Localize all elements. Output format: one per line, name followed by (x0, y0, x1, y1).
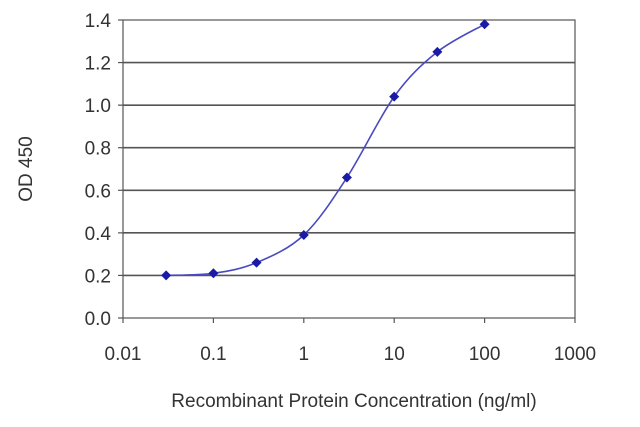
y-tick-label: 0.2 (85, 266, 111, 287)
data-point-2 (251, 257, 262, 268)
x-tick-label: 0.1 (200, 344, 226, 365)
data-point-1 (208, 268, 219, 279)
data-point-4 (341, 172, 352, 183)
y-tick-label: 0.6 (85, 181, 111, 202)
y-tick-label: 0.0 (85, 309, 111, 330)
data-point-7 (479, 19, 490, 30)
plot-area (122, 19, 576, 319)
data-points (161, 19, 490, 281)
y-tick-label: 0.8 (85, 139, 111, 160)
x-tick-label: 0.01 (105, 344, 142, 365)
y-tick-labels: 0.0 0.2 0.4 0.6 0.8 1.0 1.2 1.4 (85, 11, 112, 330)
data-point-0 (161, 270, 172, 281)
x-tick-label: 100 (469, 344, 501, 365)
x-tick-label: 10 (384, 344, 405, 365)
y-tick-label: 1.4 (85, 11, 112, 32)
x-axis-title: Recombinant Protein Concentration (ng/ml… (171, 391, 536, 412)
data-point-6 (432, 46, 443, 57)
y-tick-label: 0.4 (85, 224, 112, 245)
series-line (166, 23, 486, 277)
x-tick-label: 1 (299, 344, 310, 365)
data-point-3 (298, 229, 309, 240)
data-point-5 (389, 91, 400, 102)
y-tick-marks (118, 19, 123, 319)
y-tick-label: 1.2 (85, 54, 111, 75)
y-tick-label: 1.0 (85, 96, 111, 117)
x-tick-labels: 0.01 0.1 1 10 100 1000 (105, 344, 597, 365)
grid-lines (123, 61, 575, 277)
x-tick-label: 1000 (554, 344, 596, 365)
y-axis-title: OD 450 (16, 136, 37, 201)
x-tick-marks (122, 318, 576, 323)
